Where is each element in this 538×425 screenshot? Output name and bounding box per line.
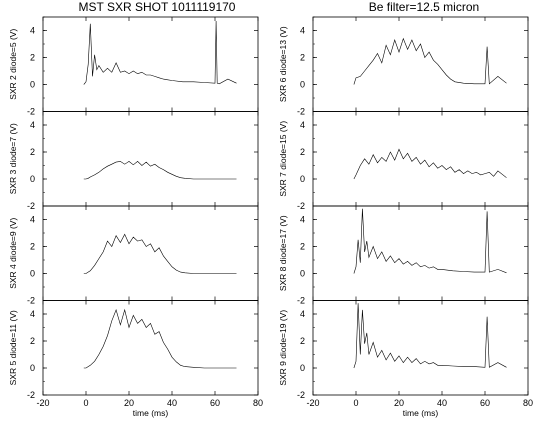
y-axis-label: SXR 8 diode=17 (V) <box>278 215 288 291</box>
x-tick-label: 60 <box>480 398 490 408</box>
sxr-signal-line <box>353 148 507 180</box>
x-tick-label: 40 <box>437 398 447 408</box>
sxr-signal-line <box>83 233 237 274</box>
y-tick-label: -2 <box>297 390 305 400</box>
y-tick-label: 2 <box>300 53 305 63</box>
y-tick-label: 0 <box>30 80 35 90</box>
x-tick-label: 20 <box>124 398 134 408</box>
y-tick-label: -2 <box>27 107 35 117</box>
sxr-signal-line <box>83 308 237 369</box>
x-tick-label: 20 <box>394 398 404 408</box>
y-tick-label: -2 <box>27 201 35 211</box>
y-tick-label: 0 <box>30 363 35 373</box>
y-tick-label: -2 <box>297 201 305 211</box>
y-axis-label: SXR 4 diode=9 (V) <box>8 218 18 289</box>
right-column-title: Be filter=12.5 micron <box>369 0 479 14</box>
panel-5: -2 0 2 4 SXR 6 diode=13 (V) <box>278 16 529 117</box>
y-tick-label: 0 <box>300 363 305 373</box>
y-tick-label: 4 <box>30 215 35 225</box>
x-tick-label: 0 <box>83 398 88 408</box>
x-axis-label: time (ms) <box>133 408 169 418</box>
panel-frame <box>42 300 259 396</box>
y-tick-label: 0 <box>30 269 35 279</box>
panel-frame <box>312 205 529 301</box>
left-column-title: MST SXR SHOT 1011119170 <box>79 0 236 14</box>
sxr-signal-line <box>353 303 507 369</box>
y-tick-label: 4 <box>300 26 305 36</box>
y-tick-label: 0 <box>300 174 305 184</box>
y-axis-label: SXR 6 diode=13 (V) <box>278 26 288 102</box>
x-tick-label: 40 <box>167 398 177 408</box>
y-tick-label: -2 <box>27 296 35 306</box>
sxr-signal-line <box>83 20 237 85</box>
y-axis-label: SXR 7 diode=15 (V) <box>278 121 288 197</box>
x-tick-label: 60 <box>210 398 220 408</box>
panel-6: -2 0 2 4 SXR 7 diode=15 (V) <box>278 111 529 211</box>
y-axis-label: SXR 3 diode=7 (V) <box>8 123 18 194</box>
y-tick-label: 4 <box>300 120 305 130</box>
x-tick-label: 80 <box>523 398 533 408</box>
y-tick-label: 4 <box>30 26 35 36</box>
panel-frame <box>312 300 529 396</box>
sxr-signal-line <box>353 208 507 274</box>
sxr-signal-line <box>353 37 507 85</box>
panel-2: -2 0 2 4 SXR 3 diode=7 (V) <box>8 111 259 211</box>
panel-3: -2 0 2 4 SXR 4 diode=9 (V) <box>8 205 259 306</box>
y-tick-label: -2 <box>27 390 35 400</box>
x-tick-label: 0 <box>353 398 358 408</box>
y-tick-label: 4 <box>30 120 35 130</box>
y-tick-label: 4 <box>30 309 35 319</box>
sxr-signal-line <box>83 161 237 180</box>
y-tick-label: 2 <box>30 336 35 346</box>
y-tick-label: 4 <box>300 309 305 319</box>
panel-frame <box>42 16 259 112</box>
y-tick-label: 2 <box>300 147 305 157</box>
y-axis-label: SXR 9 diode=19 (V) <box>278 310 288 386</box>
y-tick-label: 2 <box>300 336 305 346</box>
x-tick-label: 80 <box>253 398 263 408</box>
y-tick-label: 2 <box>30 147 35 157</box>
y-tick-label: 2 <box>30 242 35 252</box>
y-axis-label: SXR 5 diode=11 (V) <box>8 310 18 385</box>
y-tick-label: 0 <box>300 269 305 279</box>
panel-7: -2 0 2 4 SXR 8 diode=17 (V) <box>278 205 529 306</box>
y-tick-label: -2 <box>297 296 305 306</box>
x-tick-label: -20 <box>306 398 319 408</box>
y-axis-label: SXR 2 diode=5 (V) <box>8 29 18 100</box>
y-tick-label: 0 <box>300 80 305 90</box>
y-tick-label: 2 <box>30 53 35 63</box>
y-tick-label: 4 <box>300 215 305 225</box>
x-tick-label: -20 <box>36 398 49 408</box>
y-tick-label: 0 <box>30 174 35 184</box>
panel-frame <box>312 16 529 112</box>
panel-1: -2 0 2 4 SXR 2 diode=5 (V) <box>8 16 259 117</box>
x-axis-label: time (ms) <box>403 408 439 418</box>
panel-frame <box>312 111 529 207</box>
panel-frame <box>42 205 259 301</box>
panel-frame <box>42 111 259 207</box>
y-tick-label: -2 <box>297 107 305 117</box>
y-tick-label: 2 <box>300 242 305 252</box>
